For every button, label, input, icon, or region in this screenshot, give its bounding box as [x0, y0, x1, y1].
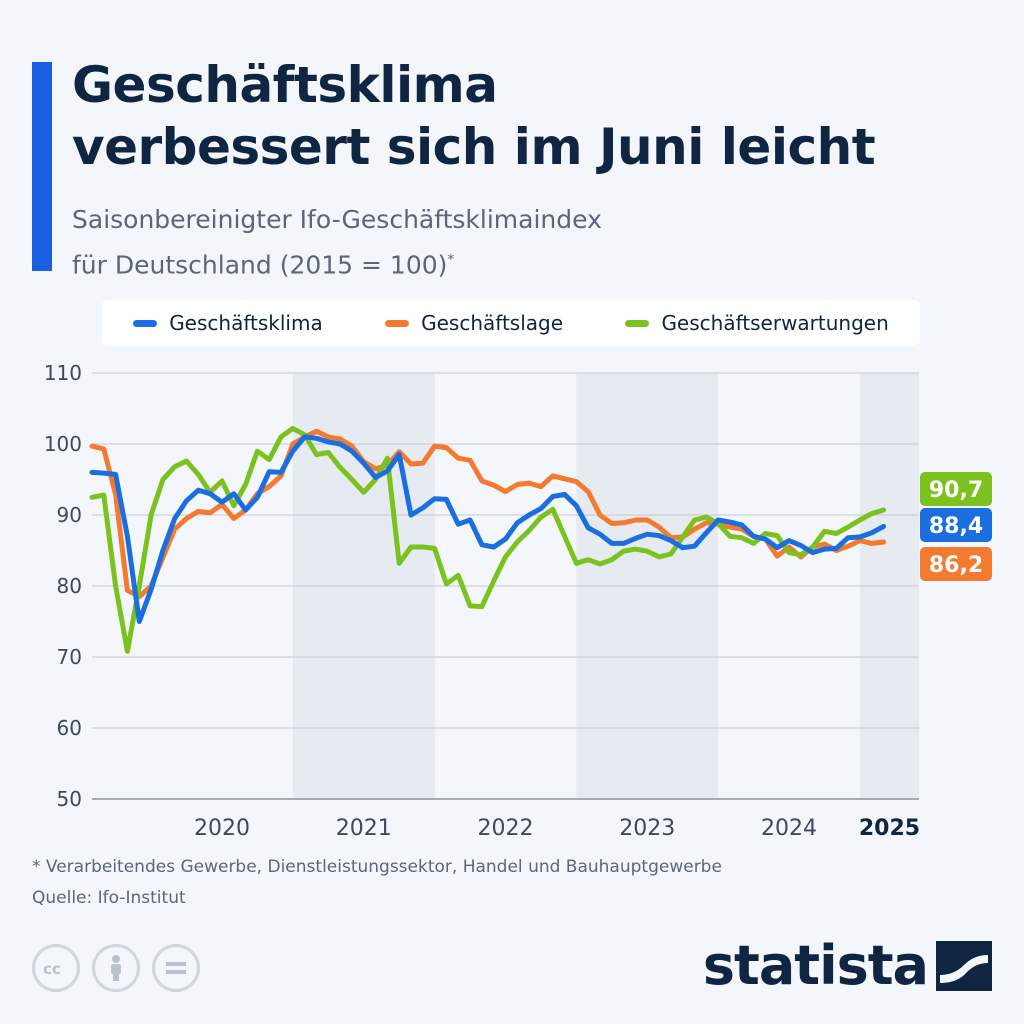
chart-title: Geschäftsklima verbessert sich im Juni l… — [72, 56, 876, 176]
y-tick-label-110: 110 — [44, 361, 82, 385]
statista-logo: statista — [703, 934, 992, 997]
end-label-box-geschaeftsklima — [920, 508, 992, 542]
cc-icon: cc — [32, 944, 80, 992]
legend-label-geschaeftslage: Geschäftslage — [421, 311, 564, 335]
legend-swatch-geschaeftslage — [385, 319, 410, 327]
legend-label-geschaeftsklima: Geschäftsklima — [169, 311, 323, 335]
title-accent-bar — [32, 62, 52, 271]
person-icon — [92, 944, 140, 992]
chart-subtitle: Saisonbereinigter Ifo-Geschäftsklimainde… — [72, 200, 972, 285]
legend-swatch-geschaeftsklima — [133, 319, 158, 327]
legend-item-geschaeftsklima: Geschäftsklima — [133, 311, 323, 335]
footnote-note: * Verarbeitendes Gewerbe, Dienstleistung… — [32, 857, 722, 877]
source-label: Quelle: Ifo-Institut — [32, 888, 186, 908]
series-line-geschaeftserwartungen — [89, 425, 887, 654]
y-tick-label-80: 80 — [57, 574, 82, 598]
statista-logo-icon — [936, 940, 992, 991]
end-label-geschaeftsklima: 88,4 — [929, 514, 983, 539]
legend-item-geschaeftserwartungen: Geschäftserwartungen — [625, 311, 889, 335]
x-tick-label-2023: 2023 — [619, 816, 675, 841]
license-icons: cc — [32, 944, 200, 992]
x-tick-label-2021: 2021 — [336, 816, 392, 841]
subtitle-text: Saisonbereinigter Ifo-Geschäftsklimainde… — [72, 205, 602, 280]
x-tick-label-2024: 2024 — [761, 816, 817, 841]
chart-legend: Geschäftsklima Geschäftslage Geschäftser… — [102, 300, 920, 346]
y-tick-label-100: 100 — [44, 432, 82, 456]
end-label-geschaeftserwartungen: 90,7 — [929, 478, 983, 503]
end-label-geschaeftslage: 86,2 — [929, 553, 983, 578]
legend-swatch-geschaeftserwartungen — [625, 319, 650, 327]
legend-label-geschaeftserwartungen: Geschäftserwartungen — [661, 311, 889, 335]
y-tick-label-50: 50 — [57, 787, 82, 811]
y-tick-label-60: 60 — [57, 716, 82, 740]
series-line-geschaeftslage — [89, 428, 887, 600]
x-tick-label-2022: 2022 — [478, 816, 534, 841]
y-tick-label-90: 90 — [57, 503, 82, 527]
end-label-box-geschaeftserwartungen — [920, 472, 992, 506]
y-tick-label-70: 70 — [57, 645, 82, 669]
brand-name: statista — [702, 934, 929, 997]
x-tick-label-2020: 2020 — [194, 816, 250, 841]
svg-text:cc: cc — [43, 960, 61, 977]
end-label-box-geschaeftslage — [920, 547, 992, 581]
subtitle-footnote-mark: * — [447, 252, 455, 268]
legend-item-geschaeftslage: Geschäftslage — [385, 311, 563, 335]
series-line-geschaeftsklima — [89, 434, 887, 624]
x-tick-label-2025: 2025 — [859, 816, 920, 841]
footnote: * Verarbeitendes Gewerbe, Dienstleistung… — [32, 852, 722, 914]
equals-icon — [152, 944, 200, 992]
